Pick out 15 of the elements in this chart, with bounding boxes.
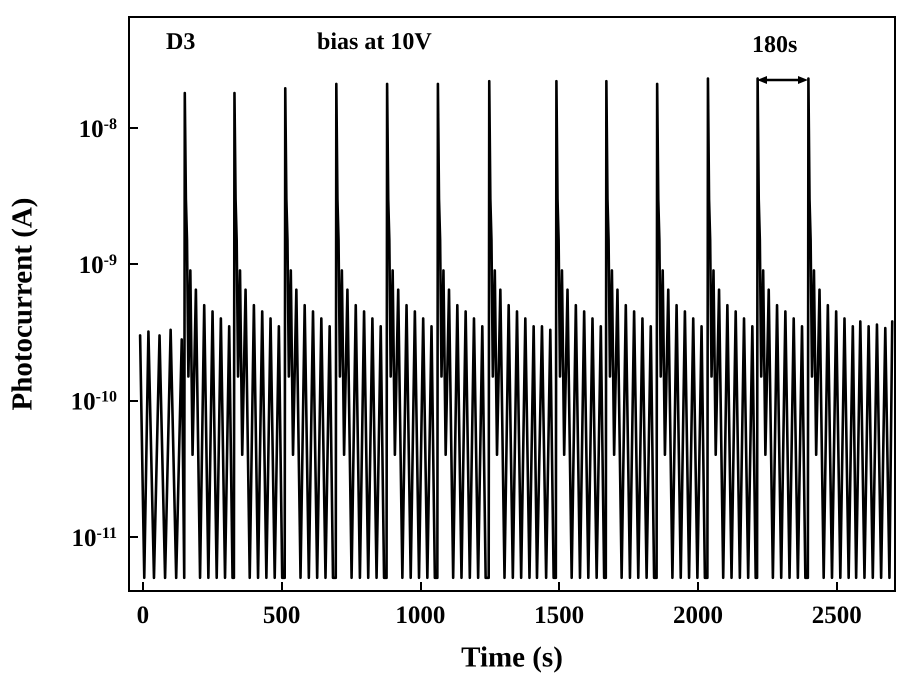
x-axis-title: Time (s) (461, 642, 563, 674)
y-tick-label: 10$^{-9}$ (78, 252, 117, 280)
x-tick-label: 2000 (672, 602, 723, 629)
x-tick-label: 500 (262, 602, 300, 629)
x-tick-label: 2500 (812, 602, 862, 629)
annotation: bias at 10V (317, 29, 432, 55)
x-tick-label: 1000 (395, 602, 446, 629)
x-tick-label: 0 (136, 602, 150, 629)
y-tick-label: 10$^{-10}$ (70, 388, 117, 416)
y-tick-label: 10$^{-8}$ (78, 115, 117, 143)
annotation: D3 (166, 29, 196, 55)
y-axis-title: Photocurrent (A) (6, 198, 38, 410)
annotation: 180s (752, 32, 798, 58)
y-tick-label: 10$^{-11}$ (72, 524, 117, 552)
x-tick-label: 1500 (534, 602, 584, 629)
